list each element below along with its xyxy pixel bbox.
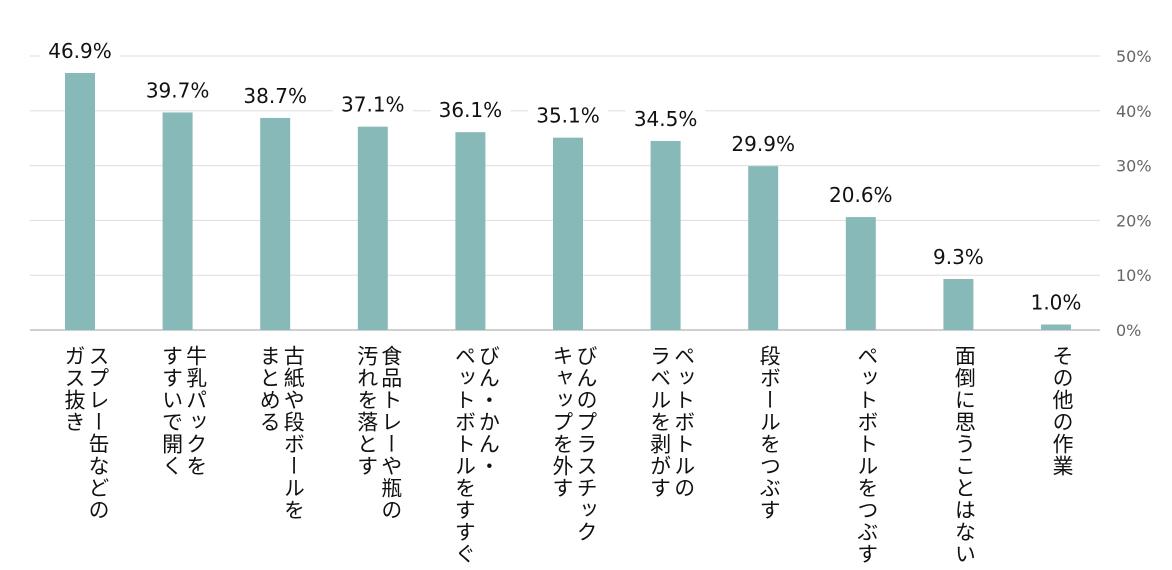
bar [943, 279, 974, 330]
data-label-bg [137, 76, 218, 103]
bar [650, 140, 681, 330]
data-label: 1.0% [1031, 291, 1082, 315]
category-label: ペットボトルの ラベルを剥がす [648, 345, 696, 499]
bar [845, 217, 876, 330]
bar [260, 117, 291, 330]
bar [553, 137, 583, 330]
category-label-line: 汚れを落とす [354, 345, 379, 477]
data-label-bg [723, 130, 804, 157]
data-label-bg [820, 181, 901, 208]
category-label: ペットボトルをつぶす [855, 345, 879, 565]
category-label-line: すすいで開く [159, 345, 184, 477]
category-label-line: ガス抜き [62, 345, 86, 433]
data-label: 34.5% [634, 107, 698, 131]
data-label: 35.1% [536, 104, 600, 128]
data-label: 39.7% [146, 78, 210, 102]
category-label: 面倒に思うことはない [952, 345, 976, 565]
category-label: 段ボールをつぶす [757, 345, 781, 521]
y-tick-label: 50% [1116, 47, 1152, 66]
y-tick-label: 30% [1116, 157, 1152, 176]
category-label: びん・かん・ ペットボトルをすすぐ [452, 345, 500, 565]
category-label-line: 古紙や段ボールを [281, 345, 306, 521]
data-label-bg [528, 101, 608, 128]
data-label-bg [235, 81, 316, 108]
bar [455, 132, 486, 330]
category-label: 古紙や段ボールを まとめる [257, 345, 305, 521]
y-tick-label: 10% [1116, 266, 1152, 285]
category-label-line: ペットボトルをすすぐ [452, 345, 477, 565]
data-label-bg [430, 96, 511, 123]
category-label-line: びん・かん・ [476, 345, 501, 477]
y-tick-label: 40% [1116, 102, 1152, 121]
data-label: 38.7% [243, 84, 307, 108]
data-label-bg [625, 104, 706, 131]
data-label: 36.1% [439, 98, 503, 122]
category-label-line: 牛乳パックを [183, 345, 208, 477]
data-label: 29.9% [731, 132, 795, 156]
data-label-bg [918, 243, 999, 270]
data-label: 9.3% [933, 245, 984, 269]
category-label-line: 段ボールをつぶす [757, 345, 782, 521]
y-tick-label: 0% [1116, 321, 1141, 340]
category-label: 食品トレーや瓶の 汚れを落とす [355, 345, 403, 521]
bar [1041, 324, 1071, 330]
category-label: 牛乳パックを すすいで開く [160, 345, 208, 477]
category-label: びんのプラスチック キャップを外す [550, 345, 598, 543]
category-label-line: 食品トレーや瓶の [378, 345, 403, 521]
category-label-line: びんのプラスチック [574, 345, 598, 543]
bar [162, 112, 193, 330]
category-label-line: まとめる [257, 345, 282, 433]
category-label: その他の作業 [1050, 345, 1074, 477]
category-label-line: 面倒に思うことはない [952, 345, 977, 565]
data-label: 20.6% [829, 183, 893, 207]
data-label: 37.1% [341, 93, 405, 117]
data-label-bg [40, 36, 120, 63]
data-label: 46.9% [48, 39, 112, 63]
category-label-line: ペットボトルをつぶす [854, 345, 879, 565]
data-label-bg [332, 90, 413, 117]
category-label-line: ラベルを剥がす [647, 345, 672, 499]
category-label-line: その他の作業 [1050, 345, 1074, 477]
category-label-line: スプレー缶などの [86, 345, 110, 521]
bar [357, 126, 388, 330]
category-label: スプレー缶などの ガス抜き [62, 345, 110, 521]
data-label-bg [1016, 288, 1096, 315]
category-label-line: ペットボトルの [671, 345, 696, 499]
category-label-line: キャップを外す [550, 345, 574, 499]
y-tick-label: 20% [1116, 211, 1152, 230]
bar [748, 166, 779, 330]
bar [65, 72, 95, 330]
